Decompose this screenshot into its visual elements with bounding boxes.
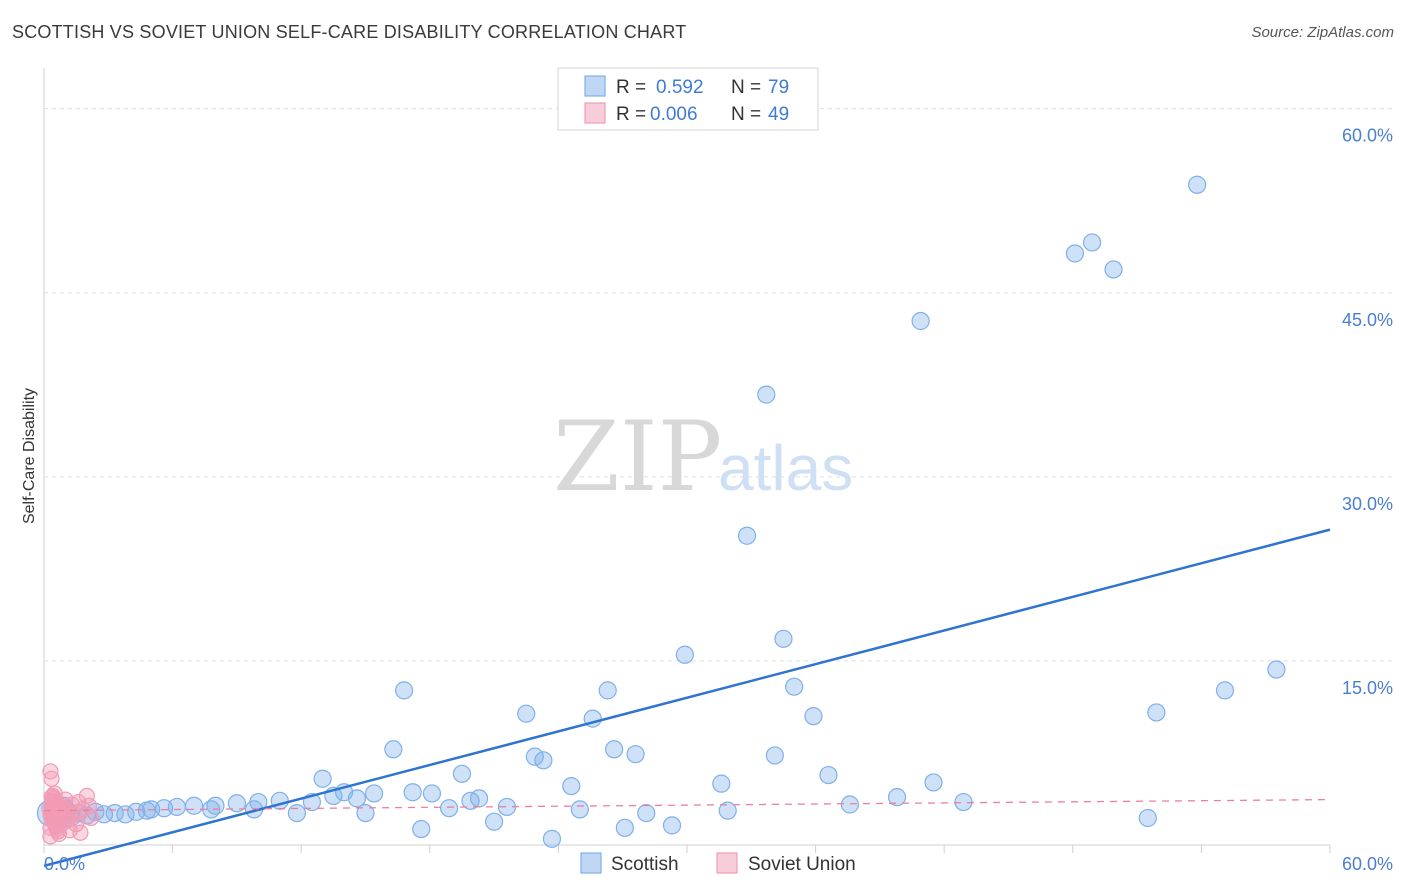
scottish-point xyxy=(718,801,737,820)
scottish-point xyxy=(1065,244,1085,263)
scottish-point xyxy=(570,800,589,819)
scottish-point xyxy=(116,805,135,824)
scottish-point xyxy=(364,784,384,803)
scottish-point xyxy=(137,801,156,820)
scottish-point xyxy=(637,803,656,823)
scottish-point xyxy=(347,789,367,808)
scottish-point xyxy=(534,751,553,770)
scottish-point xyxy=(1188,175,1207,194)
chart-title: SCOTTISH VS SOVIET UNION SELF-CARE DISAB… xyxy=(12,22,687,42)
legend-r-value-scottish: 0.592 xyxy=(656,77,704,98)
scottish-point xyxy=(819,765,838,785)
legend-swatch-soviet-union xyxy=(584,102,606,124)
x-axis-ticks xyxy=(43,845,1331,853)
watermark: ZIP atlas xyxy=(553,401,853,513)
scottish-point xyxy=(184,796,204,815)
y-tick-label: 30.0% xyxy=(1342,494,1393,514)
y-axis-tick-labels: 15.0% 30.0% 45.0% 60.0% xyxy=(1342,126,1393,698)
scottish-point xyxy=(765,746,784,765)
scottish-point xyxy=(287,803,307,823)
soviet-union-point xyxy=(42,819,59,836)
legend-r-label-soviet-union: R = xyxy=(616,104,646,125)
soviet-union-point xyxy=(46,785,63,802)
scottish-point xyxy=(840,795,859,814)
scottish-point xyxy=(675,645,694,664)
scottish-point xyxy=(439,799,459,818)
soviet-union-point xyxy=(72,824,89,841)
legend-n-value-scottish: 79 xyxy=(768,77,789,98)
scottish-point xyxy=(542,829,562,848)
soviet-union-point xyxy=(55,800,72,817)
scottish-point xyxy=(452,764,472,783)
scottish-point xyxy=(485,812,504,831)
legend-swatch-scottish xyxy=(584,75,606,97)
scottish-point xyxy=(227,794,246,813)
scottish-point xyxy=(737,526,757,545)
soviet-union-point xyxy=(43,770,60,787)
bottom-legend: Scottish Soviet Union xyxy=(580,852,856,875)
watermark-atlas: atlas xyxy=(718,432,853,504)
scottish-point xyxy=(712,774,731,793)
scottish-point xyxy=(804,707,823,726)
scottish-point xyxy=(1104,260,1123,279)
legend-r-value-soviet-union: 0.006 xyxy=(650,104,698,125)
scottish-point xyxy=(313,769,332,788)
scottish-trend-line xyxy=(43,528,1331,868)
x-tick-label-min: 0.0% xyxy=(44,854,85,874)
scottish-point xyxy=(384,740,403,759)
bottom-legend-swatch-scottish xyxy=(580,852,602,874)
soviet-union-point xyxy=(80,797,98,814)
scottish-point xyxy=(412,819,431,839)
soviet-union-point xyxy=(68,816,85,833)
legend-n-label-soviet-union: N = xyxy=(731,104,761,125)
scottish-point xyxy=(1138,808,1157,828)
watermark-zip: ZIP xyxy=(553,401,722,513)
trend-lines xyxy=(43,528,1331,868)
scottish-point xyxy=(911,311,930,331)
bottom-legend-label-soviet-union: Soviet Union xyxy=(748,854,856,875)
scottish-point xyxy=(1147,703,1166,722)
y-tick-label: 45.0% xyxy=(1342,310,1393,330)
legend-n-value-soviet-union: 49 xyxy=(768,104,789,125)
scottish-point xyxy=(757,385,776,404)
scottish-point xyxy=(517,704,536,723)
soviet-union-point xyxy=(78,787,95,805)
scottish-point xyxy=(422,784,442,803)
bottom-legend-label-scottish: Scottish xyxy=(611,854,679,875)
y-axis-label: Self-Care Disability xyxy=(21,388,38,524)
scottish-point xyxy=(785,677,804,696)
scottish-point xyxy=(356,803,375,823)
scottish-point xyxy=(924,773,943,792)
scottish-point xyxy=(662,816,682,835)
soviet-union-trend-line xyxy=(43,798,1331,812)
x-tick-label-max: 60.0% xyxy=(1342,854,1393,874)
scottish-point xyxy=(562,776,581,796)
scottish-point xyxy=(167,797,186,817)
source-label: Source: ZipAtlas.com xyxy=(1251,24,1394,41)
scottish-point xyxy=(1267,660,1286,679)
scottish-point xyxy=(887,788,907,807)
legend: R = 0.592 N = 79 R = 0.006 N = 49 xyxy=(557,67,819,131)
soviet-union-point xyxy=(83,809,100,827)
scottish-point xyxy=(626,745,645,764)
scottish-point xyxy=(1215,681,1235,700)
scottish-point xyxy=(615,818,634,837)
scottish-point xyxy=(598,681,617,700)
scottish-point xyxy=(605,740,624,759)
scottish-point xyxy=(774,629,793,648)
scottish-point xyxy=(1082,233,1102,252)
bottom-legend-swatch-soviet-union xyxy=(716,852,738,874)
y-tick-label: 15.0% xyxy=(1342,678,1393,698)
scottish-point xyxy=(403,783,422,802)
legend-r-label-scottish: R = xyxy=(616,77,646,98)
soviet-union-points xyxy=(41,763,100,845)
legend-n-label-scottish: N = xyxy=(731,77,761,98)
scottish-point xyxy=(394,681,414,700)
scottish-point xyxy=(469,789,489,808)
y-tick-label: 60.0% xyxy=(1342,126,1393,146)
